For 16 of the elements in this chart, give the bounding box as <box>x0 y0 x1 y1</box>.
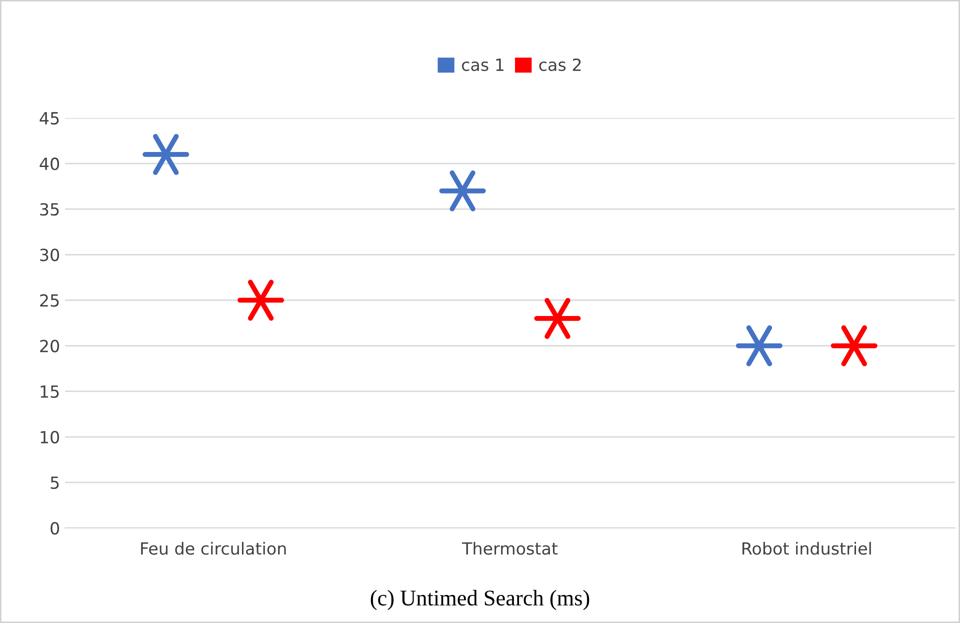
y-tick-label: 30 <box>40 248 60 262</box>
text: (c) Untimed Search (ms) <box>370 590 590 610</box>
y-tick-label: 45 <box>40 112 59 125</box>
y-tick-label: 20 <box>40 340 60 352</box>
legend-label: cas 1 <box>462 58 504 72</box>
x-tick-label: Thermostat <box>462 542 558 555</box>
x-tick-label: Robot industriel <box>742 542 871 555</box>
y-tick-label: 5 <box>50 476 59 490</box>
y-tick-label: 25 <box>40 294 59 307</box>
y-tick-label: 35 <box>40 203 59 216</box>
legend-label: cas 2 <box>539 58 581 72</box>
y-tick-label: 0 <box>50 522 60 535</box>
y-tick-label: 10 <box>40 430 60 444</box>
y-tick-label: 15 <box>40 386 59 398</box>
y-tick-label: 40 <box>40 158 60 170</box>
x-tick-label: Feu de circulation <box>141 542 286 555</box>
